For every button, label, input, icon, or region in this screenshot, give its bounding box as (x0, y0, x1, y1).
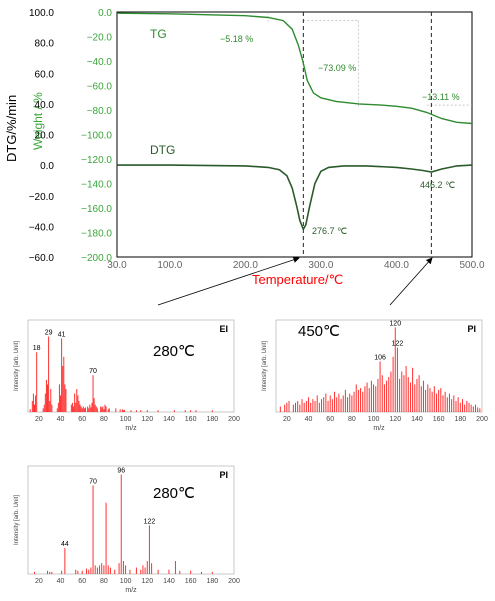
thermogram-chart: DTG/%/min Weight / % Temperature/℃ TG DT… (4, 8, 485, 287)
ei-spectrum-280: 18 29 41 70 20 40 60 80 100 120 140 160 180 200 m/z Int… (14, 319, 240, 432)
weight-tick-label: −160.0 (81, 204, 112, 215)
pi-spectrum-280: 44 70 96 122 20 40 60 80 100 120 140 160 180 200 m/z In… (14, 465, 240, 594)
pi-spectrum-450: 106 120 122 20 40 60 80 100 120 140 160 180 200 m/z In… (262, 319, 488, 432)
weight-tick-label: −40.0 (87, 57, 113, 68)
spectrum-frame (275, 319, 483, 413)
peak-label: 106 (374, 354, 386, 361)
spectrum-temperature: 280℃ (153, 343, 195, 360)
spectrum-x-tick: 160 (433, 416, 445, 423)
x-tick-label: 100.0 (157, 260, 182, 271)
spectrum-x-tick: 60 (78, 578, 86, 585)
peak-label: 122 (392, 341, 404, 348)
spectrum-temperature: 450℃ (298, 323, 340, 340)
dtg-tick-label: 20.0 (35, 131, 55, 142)
temperature-axis-label: Temperature/℃ (252, 272, 343, 287)
dtg-tick-label: 100.0 (29, 8, 54, 19)
series-label-tg: TG (150, 27, 167, 41)
spectrum-x-tick: 160 (185, 578, 197, 585)
spectrum-x-tick: 180 (454, 416, 466, 423)
spectrum-x-tick: 120 (141, 416, 153, 423)
peak-label: 18 (33, 345, 41, 352)
x-tick-label: 200.0 (233, 260, 258, 271)
series-label-dtg: DTG (150, 143, 175, 157)
peak-label: 96 (117, 468, 125, 475)
tg-series-line (116, 12, 473, 125)
dtg-tick-label: −40.0 (29, 222, 55, 233)
spectrum-x-tick: 20 (35, 578, 43, 585)
annotation-tg-step1: −5.18 % (220, 34, 253, 44)
spectrum-x-tick: 100 (120, 578, 132, 585)
peak-label: 41 (58, 331, 66, 338)
spectrum-x-tick: 140 (163, 416, 175, 423)
spectrum-y-label: Intensity [arb. Unit] (14, 495, 20, 545)
spectrum-x-tick: 200 (476, 416, 488, 423)
spectrum-x-tick: 200 (228, 578, 240, 585)
annotation-dtg-peak2: 446.2 ℃ (420, 180, 455, 190)
spectrum-ion-mode: PI (467, 324, 476, 334)
spectrum-frame (27, 465, 235, 575)
spectrum-x-tick: 60 (78, 416, 86, 423)
x-tick-label: 300.0 (308, 260, 333, 271)
weight-tick-label: −140.0 (81, 180, 112, 191)
dtg-tick-label: −20.0 (29, 192, 55, 203)
weight-tick-label: −100.0 (81, 131, 112, 142)
annotation-tg-step2: −73.09 % (318, 63, 356, 73)
annotation-tg-step3: −13.11 % (422, 92, 460, 102)
weight-tick-label: −80.0 (87, 106, 113, 117)
peak-label: 122 (144, 518, 156, 525)
spectrum-x-tick: 40 (57, 416, 65, 423)
spectrum-x-tick: 120 (389, 416, 401, 423)
weight-tick-label: −20.0 (87, 33, 113, 44)
peak-label: 70 (89, 478, 97, 485)
dtg-series-line (117, 164, 473, 232)
weight-tick-label: −120.0 (81, 155, 112, 166)
dtg-tick-label: 40.0 (35, 100, 55, 111)
spectrum-x-tick: 200 (228, 416, 240, 423)
x-tick-label: 400.0 (384, 260, 409, 271)
spectrum-x-tick: 160 (185, 416, 197, 423)
spectrum-x-tick: 40 (57, 578, 65, 585)
spectrum-x-tick: 40 (305, 416, 313, 423)
spectrum-x-tick: 180 (206, 578, 218, 585)
spectrum-x-label: m/z (125, 587, 137, 594)
weight-tick-label: −180.0 (81, 229, 112, 240)
plot-frame (116, 11, 473, 258)
spectrum-x-tick: 20 (283, 416, 291, 423)
dtg-tick-label: 0.0 (40, 161, 54, 172)
spectrum-x-tick: 80 (100, 578, 108, 585)
spectrum-x-tick: 180 (206, 416, 218, 423)
spectrum-y-label: Intensity [arb. Unit] (262, 341, 268, 391)
spectrum-x-tick: 80 (100, 416, 108, 423)
spectrum-x-label: m/z (125, 425, 137, 432)
weight-tick-label: 0.0 (98, 8, 112, 19)
spectrum-y-label: Intensity [arb. Unit] (14, 341, 20, 391)
x-tick-label: 30.0 (107, 260, 127, 271)
spectrum-ion-mode: PI (219, 470, 228, 480)
spectrum-x-tick: 60 (326, 416, 334, 423)
annotation-dtg-peak1: 276.7 ℃ (312, 226, 347, 236)
spectrum-temperature: 280℃ (153, 485, 195, 502)
weight-tick-label: −200.0 (81, 253, 112, 264)
weight-axis-label: Weight / % (31, 92, 45, 150)
dtg-tick-label: −60.0 (29, 253, 55, 264)
spectrum-x-tick: 100 (368, 416, 380, 423)
spectrum-x-tick: 140 (411, 416, 423, 423)
peak-label: 70 (89, 368, 97, 375)
spectrum-ion-mode: EI (219, 324, 228, 334)
dtg-tick-label: 60.0 (35, 69, 55, 80)
peak-label: 44 (61, 541, 69, 548)
dtg-tick-label: 80.0 (35, 39, 55, 50)
spectrum-x-tick: 120 (141, 578, 153, 585)
weight-tick-label: −60.0 (87, 82, 113, 93)
peak-label: 29 (45, 330, 53, 337)
spectrum-x-tick: 80 (348, 416, 356, 423)
dtg-axis-label: DTG/%/min (4, 95, 19, 162)
peak-label: 120 (389, 320, 401, 327)
spectrum-x-tick: 140 (163, 578, 175, 585)
x-tick-label: 500.0 (459, 260, 484, 271)
spectrum-x-tick: 20 (35, 416, 43, 423)
spectrum-x-label: m/z (373, 425, 385, 432)
spectrum-x-tick: 100 (120, 416, 132, 423)
